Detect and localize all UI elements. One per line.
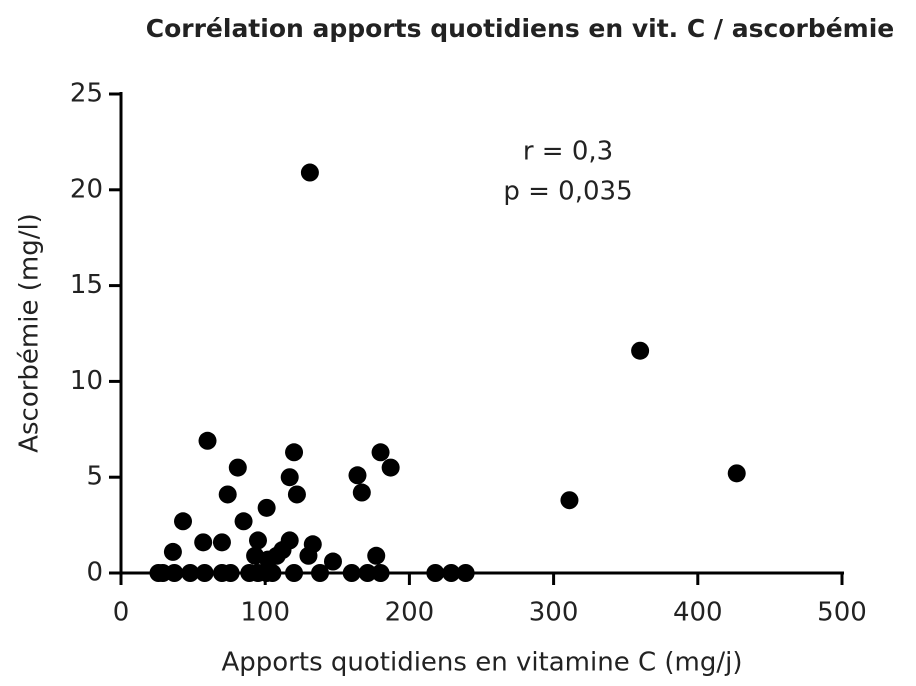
point [323,552,342,571]
point [174,512,193,531]
y-tick-label: 0 [86,558,103,588]
point [560,491,579,510]
point [358,564,377,582]
point [371,443,390,462]
point [228,458,247,477]
y-tick-label: 25 [70,79,103,109]
point [348,466,367,485]
point [367,546,386,565]
point [165,564,184,582]
point [181,564,200,582]
point [285,564,304,582]
annotation: p = 0,035 [503,177,632,207]
x-tick-label: 200 [385,598,435,628]
point [371,564,390,582]
x-tick-label: 0 [113,598,130,628]
y-tick-label: 15 [70,270,103,300]
x-tick-label: 400 [673,598,723,628]
point [381,458,400,477]
point [280,531,299,550]
chart-title: Corrélation apports quotidiens en vit. C… [146,14,895,43]
x-tick-label: 500 [817,598,867,628]
point [263,564,282,582]
point [218,485,237,504]
point [442,564,461,582]
point [212,533,231,552]
annotation: r = 0,3 [523,137,613,167]
x-tick-label: 300 [529,598,579,628]
point [194,533,213,552]
point [300,163,319,182]
point [285,443,304,462]
point [195,564,214,582]
point [310,564,329,582]
y-axis-label: Ascorbémie (mg/l) [15,213,45,453]
y-tick-label: 10 [70,366,103,396]
point [352,483,371,502]
point [727,464,746,483]
point [426,564,445,582]
point [248,531,267,550]
point [342,564,361,582]
point [287,485,306,504]
point [198,431,217,450]
y-tick-label: 20 [70,174,103,204]
point [163,542,182,561]
point [456,564,475,582]
point [221,564,240,582]
point [303,535,322,554]
point [280,468,299,487]
x-axis-label: Apports quotidiens en vitamine C (mg/j) [221,648,742,678]
y-tick-label: 5 [86,462,103,492]
x-tick-label: 100 [240,598,290,628]
point [234,512,253,531]
point [257,498,276,517]
point [631,341,650,360]
